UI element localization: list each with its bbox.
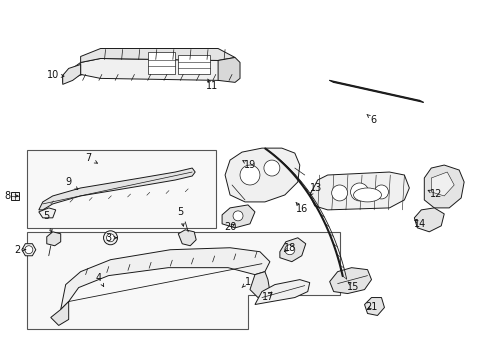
Text: 6: 6 <box>370 115 376 125</box>
Ellipse shape <box>353 188 381 202</box>
Text: 8: 8 <box>5 191 11 201</box>
Text: 11: 11 <box>205 81 218 91</box>
Text: 18: 18 <box>283 243 295 253</box>
Circle shape <box>350 183 368 201</box>
Polygon shape <box>148 53 175 75</box>
Polygon shape <box>47 232 61 246</box>
Polygon shape <box>81 49 235 62</box>
Text: 10: 10 <box>46 71 59 80</box>
Polygon shape <box>81 58 235 80</box>
Circle shape <box>264 160 279 176</box>
Polygon shape <box>254 280 309 305</box>
Text: 12: 12 <box>429 189 442 199</box>
Circle shape <box>106 234 114 242</box>
Circle shape <box>25 246 33 254</box>
Polygon shape <box>27 232 339 329</box>
Polygon shape <box>364 298 384 315</box>
Polygon shape <box>249 272 269 298</box>
Circle shape <box>285 245 294 255</box>
Polygon shape <box>218 58 240 82</box>
Circle shape <box>233 211 243 221</box>
Text: 13: 13 <box>309 183 321 193</box>
Polygon shape <box>39 168 195 210</box>
Polygon shape <box>222 205 254 228</box>
Circle shape <box>374 185 387 199</box>
Text: 3: 3 <box>105 233 111 243</box>
Polygon shape <box>62 58 118 82</box>
Text: 4: 4 <box>95 273 102 283</box>
Polygon shape <box>51 302 68 325</box>
Polygon shape <box>62 64 81 84</box>
Text: 2: 2 <box>14 245 20 255</box>
Text: 9: 9 <box>65 177 72 187</box>
Text: 1: 1 <box>244 276 250 287</box>
Text: 20: 20 <box>224 222 236 232</box>
Polygon shape <box>11 192 19 200</box>
Text: 16: 16 <box>295 204 307 214</box>
FancyBboxPatch shape <box>27 150 216 228</box>
Text: 15: 15 <box>346 282 359 292</box>
Polygon shape <box>279 238 305 262</box>
Polygon shape <box>413 208 443 232</box>
Text: 14: 14 <box>413 219 426 229</box>
Text: 19: 19 <box>244 160 256 170</box>
Polygon shape <box>224 148 299 202</box>
Polygon shape <box>39 208 56 218</box>
Polygon shape <box>430 172 453 196</box>
Polygon shape <box>22 244 36 256</box>
Polygon shape <box>61 248 269 310</box>
Polygon shape <box>178 55 210 75</box>
Text: 5: 5 <box>43 211 50 221</box>
Polygon shape <box>424 165 463 208</box>
Circle shape <box>331 185 347 201</box>
Text: 21: 21 <box>365 302 377 311</box>
Polygon shape <box>309 172 408 210</box>
Circle shape <box>103 231 117 245</box>
Text: 5: 5 <box>177 207 183 217</box>
Polygon shape <box>178 230 196 246</box>
Text: 17: 17 <box>261 292 274 302</box>
Text: 7: 7 <box>85 153 92 163</box>
Circle shape <box>240 165 260 185</box>
Polygon shape <box>329 268 371 293</box>
